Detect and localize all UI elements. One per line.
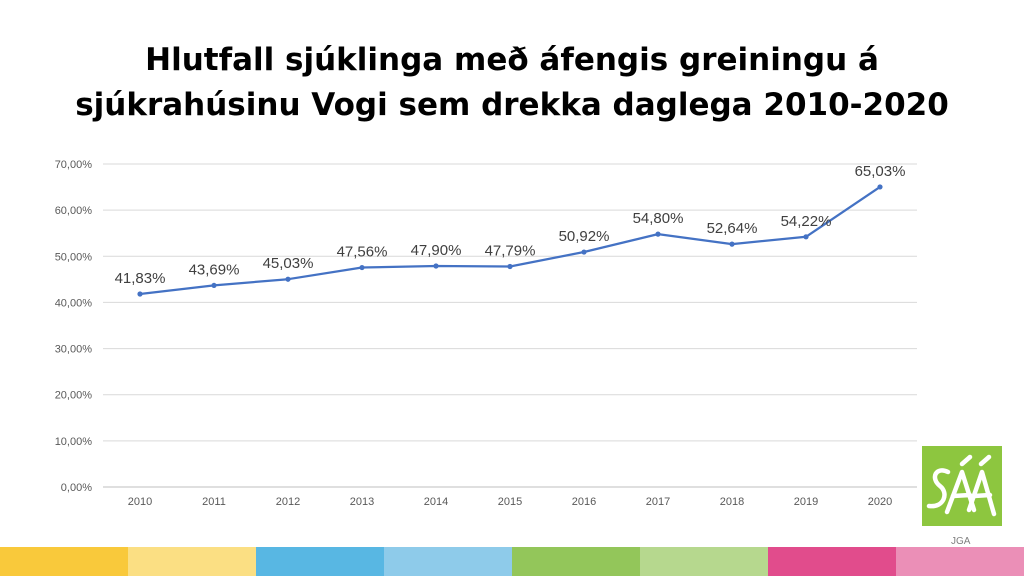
bottom-color-bar [0,547,1024,576]
y-tick-label: 40,00% [55,297,93,309]
data-points [137,184,883,297]
y-tick-label: 60,00% [55,205,93,217]
x-tick-label: 2018 [720,496,744,508]
x-tick-label: 2016 [572,496,596,508]
data-point [729,241,735,247]
data-label: 41,83% [115,270,166,287]
color-segment [0,547,128,576]
data-label: 45,03% [263,255,314,272]
data-label: 65,03% [855,163,906,180]
title-line-2: sjúkrahúsinu Vogi sem drekka daglega 201… [75,87,949,123]
data-label: 43,69% [189,261,240,278]
data-labels: 41,83% 43,69% 45,03% 47,56% 47,90% 47,79% 50,9… [115,163,906,287]
x-tick-label: 2015 [498,496,522,508]
data-point [877,184,883,190]
data-label: 47,56% [337,244,388,261]
x-tick-label: 2010 [128,496,152,508]
data-point [655,231,661,237]
slide-title: Hlutfall sjúklinga með áfengis greiningu… [0,38,1024,128]
color-segment [512,547,640,576]
y-tick-label: 30,00% [55,344,93,356]
x-tick-label: 2011 [202,496,226,508]
x-tick-label: 2013 [350,496,374,508]
data-point [211,282,217,289]
data-label: 52,64% [707,220,758,237]
color-segment [128,547,256,576]
data-label: 47,79% [485,242,536,259]
data-point [433,263,439,269]
y-axis-tick-labels: 0,00% 10,00% 20,00% 30,00% 40,00% 50,00% 60,00… [55,159,93,494]
color-segment [768,547,896,576]
saa-logo [922,446,1002,526]
y-tick-label: 10,00% [55,436,93,448]
series-line [139,185,881,296]
y-tick-label: 70,00% [55,159,93,171]
title-line-1: Hlutfall sjúklinga með áfengis greiningu… [145,42,879,78]
author-credit: JGA [951,536,971,547]
color-segment [896,547,1024,576]
data-label: 54,22% [781,213,832,230]
x-tick-label: 2019 [794,496,818,508]
y-tick-label: 0,00% [61,482,92,494]
x-tick-label: 2014 [424,496,448,508]
data-point [581,249,587,255]
data-label: 54,80% [633,210,684,227]
x-tick-label: 2020 [868,496,892,508]
saa-logo-mark [926,454,997,517]
data-label: 50,92% [559,228,610,245]
color-segment [384,547,512,576]
data-point [285,276,291,282]
x-tick-label: 2012 [276,496,300,508]
data-point [137,291,143,297]
gridlines [103,163,917,488]
color-segment [640,547,768,576]
x-tick-label: 2017 [646,496,670,508]
data-point [803,234,809,240]
data-point [359,264,365,271]
color-segment [256,547,384,576]
y-tick-label: 20,00% [55,390,93,402]
x-axis-tick-labels: 2010 2011 2012 2013 2014 2015 2016 2017 2018 2019… [128,496,892,508]
data-label: 47,90% [411,242,462,259]
y-tick-label: 50,00% [55,251,93,263]
data-point [507,263,513,270]
